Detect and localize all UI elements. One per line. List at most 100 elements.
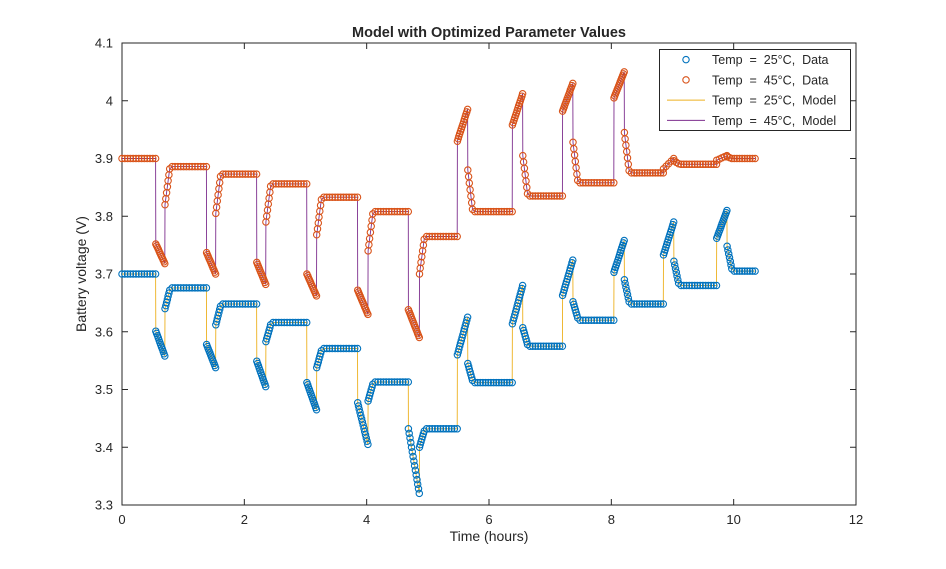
data-marker <box>497 207 506 216</box>
data-marker <box>740 267 749 275</box>
data-marker <box>604 179 612 187</box>
data-marker <box>450 232 459 241</box>
data-marker <box>280 180 289 188</box>
data-marker <box>495 207 503 216</box>
data-marker <box>712 281 721 290</box>
data-marker <box>558 192 567 200</box>
data-marker <box>350 344 359 353</box>
data-marker <box>393 378 402 386</box>
data-marker <box>277 180 286 188</box>
data-marker <box>188 284 196 292</box>
y-tick-label: 3.4 <box>95 440 113 455</box>
data-marker <box>638 169 646 177</box>
data-marker <box>733 267 741 275</box>
data-marker <box>325 193 334 201</box>
data-marker <box>439 232 448 241</box>
data-marker <box>118 154 126 163</box>
data-marker <box>230 300 238 308</box>
data-marker <box>492 207 501 216</box>
data-marker <box>748 154 757 163</box>
data-marker <box>624 294 633 302</box>
data-marker <box>194 162 202 171</box>
data-marker <box>550 192 559 200</box>
data-marker <box>672 268 681 277</box>
data-marker <box>297 318 305 327</box>
data-marker <box>473 207 482 216</box>
data-marker <box>132 270 140 278</box>
data-marker <box>126 154 135 163</box>
data-marker <box>643 300 652 308</box>
data-marker <box>447 232 456 241</box>
data-marker <box>291 180 300 188</box>
data-marker <box>528 192 537 200</box>
data-marker <box>489 207 498 216</box>
data-marker <box>598 316 607 324</box>
y-tick-label: 3.8 <box>95 209 113 224</box>
data-marker <box>425 425 434 433</box>
data-marker <box>576 179 584 187</box>
data-marker <box>500 378 508 387</box>
data-marker <box>450 425 459 433</box>
data-marker <box>534 192 542 200</box>
data-marker <box>121 270 129 278</box>
data-marker <box>463 313 472 322</box>
data-marker <box>651 169 660 177</box>
data-marker <box>518 284 526 293</box>
data-marker <box>497 378 506 387</box>
data-marker <box>348 344 356 353</box>
chart-title: Model with Optimized Parameter Values <box>352 25 626 41</box>
data-marker <box>447 425 456 433</box>
data-marker <box>531 192 540 200</box>
data-marker <box>135 270 143 278</box>
data-marker <box>453 232 461 241</box>
data-marker <box>730 267 739 275</box>
data-marker <box>431 425 439 433</box>
data-marker <box>233 170 241 178</box>
data-marker <box>635 300 644 308</box>
x-tick-label: 2 <box>241 512 248 527</box>
data-marker <box>677 160 685 169</box>
data-marker <box>547 342 556 350</box>
data-marker <box>550 342 559 350</box>
data-marker <box>140 270 149 278</box>
data-marker <box>487 378 495 387</box>
data-marker <box>123 154 132 163</box>
data-series-temp25 <box>118 206 759 498</box>
data-marker <box>286 318 294 327</box>
data-marker <box>339 193 348 201</box>
legend-marker <box>682 76 690 84</box>
data-marker <box>230 170 238 178</box>
data-marker <box>621 279 629 288</box>
data-marker <box>596 316 604 324</box>
data-marker <box>547 192 556 200</box>
data-marker <box>412 471 420 479</box>
data-marker <box>479 207 487 216</box>
data-marker <box>659 165 668 173</box>
data-marker <box>724 246 732 254</box>
data-marker <box>252 300 261 308</box>
data-marker <box>399 207 407 216</box>
data-marker <box>487 207 495 216</box>
data-marker <box>179 162 188 171</box>
data-series-temp45 <box>118 68 759 342</box>
data-marker <box>688 160 696 169</box>
data-marker <box>526 192 534 200</box>
data-marker <box>654 300 662 308</box>
data-marker <box>288 318 297 327</box>
data-marker <box>336 193 345 201</box>
data-marker <box>407 438 415 447</box>
data-marker <box>633 169 641 177</box>
data-marker <box>428 232 436 241</box>
data-marker <box>168 284 176 292</box>
data-marker <box>300 318 308 327</box>
y-tick-label: 3.9 <box>95 151 113 166</box>
y-tick-label: 3.6 <box>95 324 113 339</box>
data-marker <box>453 425 461 433</box>
y-axis-label: Battery voltage (V) <box>73 216 89 332</box>
data-marker <box>526 342 534 350</box>
data-marker <box>682 281 691 290</box>
data-marker <box>436 232 445 241</box>
data-marker <box>182 284 191 292</box>
data-marker <box>247 170 255 178</box>
data-marker <box>374 378 382 386</box>
